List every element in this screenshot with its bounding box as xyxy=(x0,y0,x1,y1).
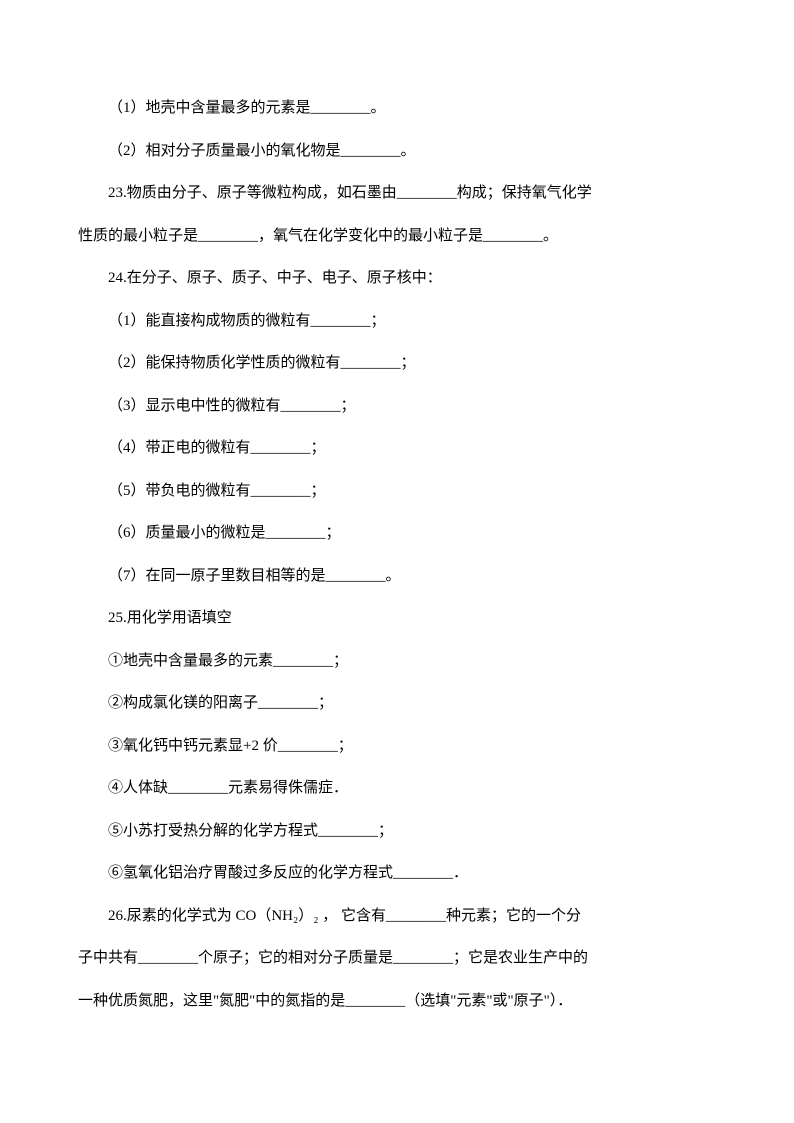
question-line: 23.物质由分子、原子等微粒构成，如石墨由________构成；保持氧气化学 xyxy=(78,173,716,214)
question-line: （5）带负电的微粒有________； xyxy=(78,471,716,512)
question-line: ④人体缺________元素易得侏儒症． xyxy=(78,768,716,809)
question-line: ①地壳中含量最多的元素________； xyxy=(78,641,716,682)
question-line: （6）质量最小的微粒是________； xyxy=(78,513,716,554)
question-line: （1）能直接构成物质的微粒有________； xyxy=(78,301,716,342)
question-line: （2）相对分子质量最小的氧化物是________。 xyxy=(78,131,716,172)
question-line: 子中共有________个原子；它的相对分子质量是________；它是农业生产… xyxy=(78,938,716,979)
question-line: 24.在分子、原子、质子、中子、电子、原子核中： xyxy=(78,258,716,299)
question-line: 性质的最小粒子是________，氧气在化学变化中的最小粒子是________。 xyxy=(78,216,716,257)
question-line: （1）地壳中含量最多的元素是________。 xyxy=(78,88,716,129)
question-line: ⑤小苏打受热分解的化学方程式________； xyxy=(78,811,716,852)
question-line: （2）能保持物质化学性质的微粒有________； xyxy=(78,343,716,384)
question-line: ③氧化钙中钙元素显+2 价________； xyxy=(78,726,716,767)
question-line: （3）显示电中性的微粒有________； xyxy=(78,386,716,427)
question-line: 26.尿素的化学式为 CO（NH₂）₂ ， 它含有________种元素；它的一… xyxy=(78,896,716,937)
question-line: （4）带正电的微粒有________； xyxy=(78,428,716,469)
question-line: （7）在同一原子里数目相等的是________。 xyxy=(78,556,716,597)
question-line: 一种优质氮肥，这里"氮肥"中的氮指的是________（选填"元素"或"原子"）… xyxy=(78,981,716,1022)
question-line: 25.用化学用语填空 xyxy=(78,598,716,639)
question-line: ②构成氯化镁的阳离子________； xyxy=(78,683,716,724)
document-content: （1）地壳中含量最多的元素是________。 （2）相对分子质量最小的氧化物是… xyxy=(78,88,716,1021)
question-line: ⑥氢氧化铝治疗胃酸过多反应的化学方程式________． xyxy=(78,853,716,894)
